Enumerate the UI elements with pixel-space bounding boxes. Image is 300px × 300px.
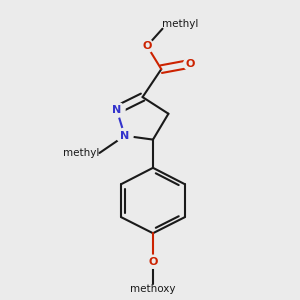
Text: methyl: methyl [163, 19, 199, 29]
Ellipse shape [146, 255, 160, 268]
Ellipse shape [184, 57, 197, 70]
Text: N: N [120, 131, 129, 141]
Text: O: O [142, 41, 152, 51]
Text: N: N [112, 105, 121, 115]
Ellipse shape [140, 39, 154, 52]
Ellipse shape [108, 102, 125, 117]
Text: methoxy: methoxy [130, 284, 176, 294]
Text: O: O [185, 59, 195, 69]
Text: methyl: methyl [63, 148, 100, 158]
Text: O: O [148, 257, 158, 267]
Ellipse shape [116, 128, 133, 143]
